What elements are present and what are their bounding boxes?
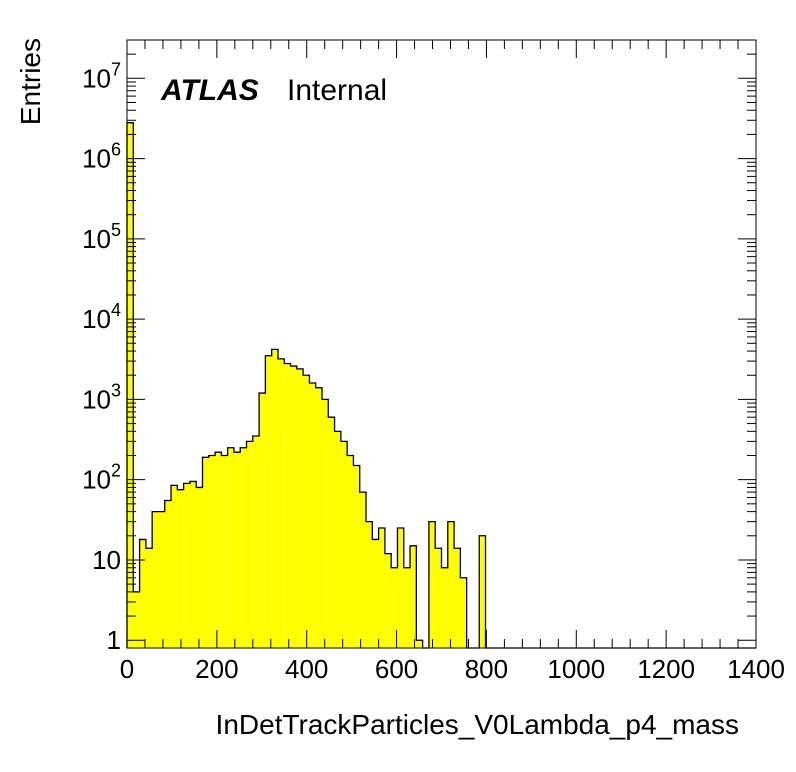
histogram-bar bbox=[215, 452, 222, 648]
histogram-bar bbox=[196, 487, 203, 648]
y-tick-label: 102 bbox=[82, 461, 121, 495]
y-tick-label: 1 bbox=[107, 625, 121, 655]
x-tick-label: 400 bbox=[285, 654, 328, 684]
histogram-bar bbox=[265, 355, 272, 648]
histogram-bar bbox=[246, 441, 253, 648]
histogram-bar bbox=[416, 640, 423, 648]
histogram-bar bbox=[183, 483, 190, 648]
y-tick-label: 105 bbox=[82, 220, 121, 254]
x-tick-label: 0 bbox=[120, 654, 134, 684]
x-tick-label: 1200 bbox=[637, 654, 695, 684]
histogram-bar bbox=[233, 452, 241, 648]
histogram-bar bbox=[171, 485, 178, 648]
y-axis-label: Entries bbox=[15, 38, 46, 125]
x-tick-label: 800 bbox=[465, 654, 508, 684]
histogram-bar bbox=[340, 441, 348, 648]
histogram-bar bbox=[410, 545, 417, 648]
histogram-bar bbox=[321, 399, 329, 648]
histogram-bar bbox=[384, 553, 392, 648]
histogram-bar bbox=[127, 122, 134, 648]
histogram-bar bbox=[378, 528, 385, 648]
histogram-bar bbox=[290, 366, 297, 648]
histogram-bar bbox=[391, 567, 398, 648]
histogram-bar bbox=[441, 567, 448, 648]
histogram-bar bbox=[403, 567, 411, 648]
histogram-bar bbox=[435, 548, 442, 648]
histogram-bar bbox=[252, 435, 260, 648]
histogram-bar bbox=[271, 349, 278, 648]
histogram-bar bbox=[189, 481, 197, 648]
histogram-bar bbox=[315, 387, 322, 648]
histogram-bar bbox=[372, 539, 379, 648]
histogram-bar bbox=[303, 375, 310, 648]
x-tick-label: 200 bbox=[195, 654, 238, 684]
plot-frame bbox=[126, 39, 757, 649]
histogram-bar bbox=[208, 455, 216, 648]
histogram-bar bbox=[296, 368, 304, 648]
histogram-bar bbox=[164, 500, 172, 648]
internal-label: Internal bbox=[287, 74, 387, 107]
histogram-bar bbox=[347, 455, 354, 648]
y-tick-label: 106 bbox=[82, 140, 121, 174]
histogram-bar bbox=[460, 577, 467, 648]
axis-ticks bbox=[126, 39, 757, 648]
histogram-bar bbox=[152, 511, 159, 648]
histogram-bar bbox=[221, 455, 228, 648]
histogram-bar bbox=[259, 393, 266, 648]
x-tick-label: 600 bbox=[375, 654, 418, 684]
histogram-bar bbox=[158, 511, 165, 648]
histogram-bar bbox=[240, 447, 247, 648]
y-tick-label: 10 bbox=[92, 545, 121, 575]
x-tick-label: 1000 bbox=[547, 654, 605, 684]
atlas-label: ATLAS bbox=[160, 74, 259, 107]
histogram-bar bbox=[227, 447, 234, 648]
histogram-bar bbox=[133, 591, 140, 648]
histogram-bar bbox=[177, 489, 184, 648]
y-tick-labels: 1 10 102 103 104 105 106 107 bbox=[82, 59, 121, 655]
histogram-bar bbox=[277, 358, 285, 648]
histogram-bar bbox=[309, 383, 316, 648]
histogram-bar bbox=[145, 548, 153, 648]
histogram-bar bbox=[284, 363, 291, 648]
histogram-bar bbox=[428, 521, 436, 648]
histogram-bar bbox=[139, 539, 146, 648]
histogram-bar bbox=[334, 431, 341, 648]
y-tick-label: 104 bbox=[82, 300, 121, 334]
histogram-bar bbox=[454, 548, 461, 648]
x-tick-labels: 0 200 400 600 800 1000 1200 1400 bbox=[120, 654, 785, 684]
histogram-bar bbox=[366, 521, 373, 648]
histogram-bar bbox=[202, 457, 209, 648]
y-tick-label: 103 bbox=[82, 380, 121, 414]
x-tick-label: 1400 bbox=[727, 654, 785, 684]
histogram-bars bbox=[126, 122, 756, 649]
histogram-bar bbox=[447, 521, 455, 648]
x-axis-label: InDetTrackParticles_V0Lambda_p4_mass bbox=[216, 709, 739, 740]
histogram-bar bbox=[353, 465, 360, 648]
histogram-bar bbox=[359, 492, 367, 648]
histogram-bar bbox=[328, 417, 335, 648]
histogram-bar bbox=[479, 535, 486, 648]
y-tick-label: 107 bbox=[82, 59, 121, 93]
histogram-bar bbox=[397, 528, 404, 648]
